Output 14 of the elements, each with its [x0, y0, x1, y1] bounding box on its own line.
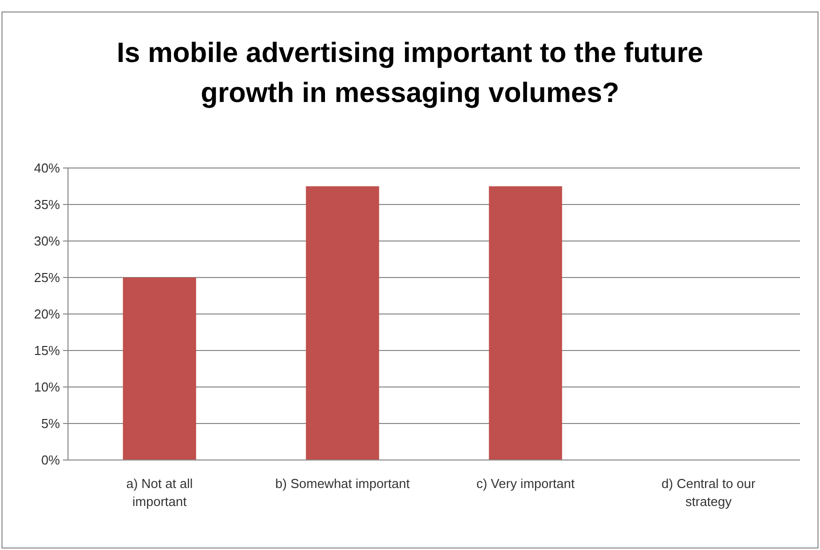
y-tick-label: 30% — [34, 234, 60, 249]
x-tick-label: d) Central to our strategy — [662, 476, 756, 509]
y-tick-label: 35% — [34, 197, 60, 212]
y-tick-label: 40% — [34, 160, 60, 176]
y-tick-label: 15% — [34, 343, 60, 358]
y-tick-label: 25% — [34, 270, 60, 286]
y-tick-label: 10% — [34, 380, 60, 395]
x-tick-label: c) Very important — [476, 476, 576, 491]
x-tick-label: b) Somewhat important — [275, 476, 410, 491]
y-tick-label: 5% — [41, 416, 60, 432]
chart-title: Is mobile advertising important to the future growth in messaging volumes? — [116, 37, 704, 108]
y-tick-label: 20% — [34, 306, 60, 322]
y-tick-label: 0% — [41, 452, 60, 468]
x-tick-label: a) Not at all important — [126, 476, 193, 509]
